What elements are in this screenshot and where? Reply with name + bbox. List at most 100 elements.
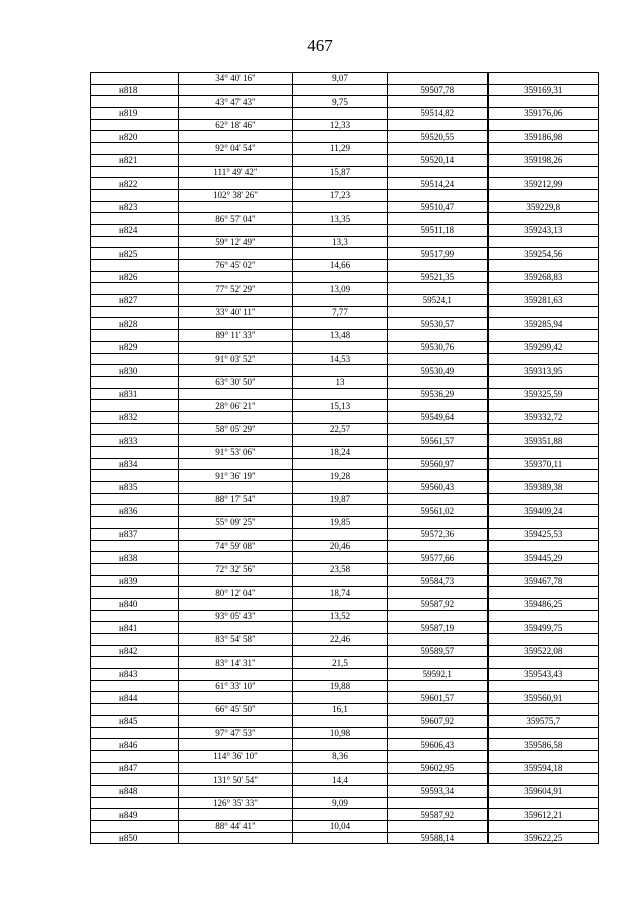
length-cell (292, 738, 388, 751)
x-coordinate-cell (387, 562, 489, 576)
y-coordinate-cell: 359389,38 (487, 481, 599, 494)
x-coordinate-cell: 59587,92 (387, 597, 489, 611)
y-coordinate-cell (487, 259, 599, 272)
y-coordinate-cell (487, 796, 599, 810)
y-coordinate-cell: 359522,08 (487, 644, 599, 658)
y-coordinate-cell (487, 399, 599, 412)
length-cell (292, 831, 388, 845)
x-coordinate-cell (387, 72, 489, 85)
length-cell: 13,48 (292, 329, 388, 342)
length-cell (292, 130, 388, 144)
x-coordinate-cell: 59584,73 (387, 574, 489, 588)
point-name-cell: н843 (90, 668, 179, 681)
y-coordinate-cell: 359169,31 (487, 83, 599, 97)
segment-row: 102° 38' 26" 17,23 (90, 188, 599, 202)
angle-cell (178, 621, 293, 634)
angle-cell: 126° 35' 33" (178, 796, 293, 810)
y-coordinate-cell: 359467,78 (487, 574, 599, 588)
length-cell (292, 574, 388, 588)
point-name-cell: н832 (90, 410, 179, 424)
segment-row: 28° 06' 21" 15,13 (90, 399, 599, 412)
y-coordinate-cell (487, 726, 599, 740)
x-coordinate-cell: 59592,1 (387, 668, 489, 681)
length-cell: 9,75 (292, 95, 388, 109)
x-coordinate-cell: 59520,14 (387, 153, 489, 167)
angle-cell: 97° 47' 53" (178, 726, 293, 740)
point-name-cell: н850 (90, 831, 179, 845)
x-coordinate-cell: 59560,97 (387, 457, 489, 471)
x-coordinate-cell: 59601,57 (387, 691, 489, 705)
point-name-cell (90, 282, 179, 296)
point-row: н850 59588,14 359622,25 (90, 831, 599, 845)
angle-cell: 58° 05' 29" (178, 422, 293, 436)
point-row: н834 59560,97 359370,11 (90, 457, 599, 471)
length-cell (292, 410, 388, 424)
angle-cell (178, 597, 293, 611)
point-row: н832 59549,64 359332,72 (90, 410, 599, 424)
segment-row: 80° 12' 04" 18,74 (90, 586, 599, 599)
x-coordinate-cell (387, 656, 489, 670)
point-name-cell (90, 633, 179, 646)
segment-row: 61° 33' 10" 19,88 (90, 679, 599, 693)
point-name-cell (90, 259, 179, 272)
y-coordinate-cell: 359499,75 (487, 621, 599, 634)
length-cell (292, 527, 388, 541)
point-name-cell: н837 (90, 527, 179, 541)
length-cell: 14,4 (292, 773, 388, 786)
angle-cell: 91° 03' 52" (178, 352, 293, 366)
length-cell (292, 597, 388, 611)
length-cell (292, 481, 388, 494)
y-coordinate-cell (487, 609, 599, 623)
y-coordinate-cell: 359285,94 (487, 317, 599, 331)
point-name-cell: н841 (90, 621, 179, 634)
segment-row: 92° 04' 54" 11,29 (90, 142, 599, 155)
y-coordinate-cell: 359332,72 (487, 410, 599, 424)
point-name-cell: н847 (90, 761, 179, 775)
x-coordinate-cell (387, 329, 489, 342)
x-coordinate-cell (387, 235, 489, 249)
y-coordinate-cell: 359445,29 (487, 551, 599, 564)
segment-row: 131° 50' 54" 14,4 (90, 773, 599, 786)
point-row: н835 59560,43 359389,38 (90, 481, 599, 494)
x-coordinate-cell: 59560,43 (387, 481, 489, 494)
x-coordinate-cell (387, 95, 489, 109)
point-row: н819 59514,82 359176,06 (90, 107, 599, 120)
x-coordinate-cell (387, 796, 489, 810)
point-name-cell (90, 773, 179, 786)
x-coordinate-cell (387, 422, 489, 436)
point-name-cell: н818 (90, 83, 179, 97)
point-name-cell (90, 375, 179, 389)
x-coordinate-cell: 59561,57 (387, 434, 489, 447)
x-coordinate-cell (387, 305, 489, 319)
point-name-cell (90, 72, 179, 85)
x-coordinate-cell (387, 773, 489, 786)
point-row: н841 59587,19 359499,75 (90, 621, 599, 634)
length-cell (292, 434, 388, 447)
point-name-cell (90, 142, 179, 155)
x-coordinate-cell: 59530,57 (387, 317, 489, 331)
y-coordinate-cell (487, 703, 599, 716)
point-name-cell (90, 539, 179, 553)
y-coordinate-cell: 359268,83 (487, 270, 599, 284)
point-name-cell (90, 469, 179, 483)
length-cell: 23,58 (292, 562, 388, 576)
angle-cell: 93° 05' 43" (178, 609, 293, 623)
point-name-cell (90, 820, 179, 833)
x-coordinate-cell (387, 586, 489, 599)
point-name-cell: н846 (90, 738, 179, 751)
length-cell (292, 621, 388, 634)
point-name-cell (90, 562, 179, 576)
x-coordinate-cell (387, 375, 489, 389)
point-name-cell: н823 (90, 200, 179, 214)
point-name-cell: н827 (90, 294, 179, 307)
x-coordinate-cell (387, 539, 489, 553)
x-coordinate-cell: 59607,92 (387, 714, 489, 728)
point-name-cell (90, 188, 179, 202)
y-coordinate-cell: 359212,99 (487, 177, 599, 190)
y-coordinate-cell: 359594,18 (487, 761, 599, 775)
y-coordinate-cell (487, 446, 599, 459)
point-row: н825 59517,99 359254,56 (90, 247, 599, 260)
x-coordinate-cell (387, 446, 489, 459)
length-cell: 14,66 (292, 259, 388, 272)
point-row: н822 59514,24 359212,99 (90, 177, 599, 190)
